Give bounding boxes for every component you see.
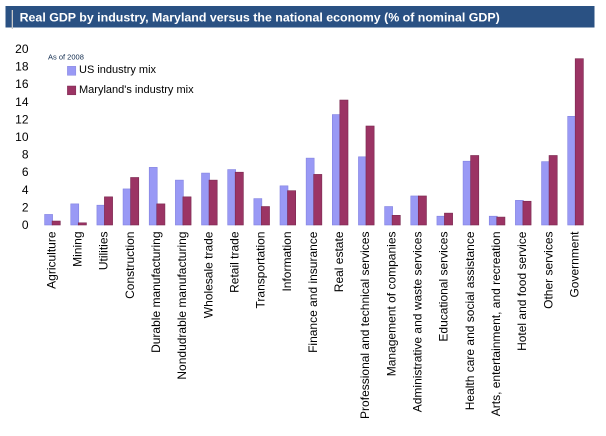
- svg-text:8: 8: [22, 148, 29, 162]
- svg-text:As of 2008: As of 2008: [48, 53, 84, 62]
- svg-text:Management of companies: Management of companies: [384, 232, 398, 377]
- svg-text:Information: Information: [280, 232, 294, 292]
- svg-text:4: 4: [22, 183, 29, 197]
- svg-text:Professional and technical ser: Professional and technical services: [358, 231, 372, 418]
- svg-text:Finance and insurance: Finance and insurance: [306, 231, 320, 353]
- svg-text:Transportation: Transportation: [254, 232, 268, 309]
- svg-text:18: 18: [15, 60, 29, 74]
- svg-text:20: 20: [15, 42, 29, 56]
- svg-text:Wholesale trade: Wholesale trade: [201, 231, 215, 318]
- svg-text:Maryland's industry mix: Maryland's industry mix: [79, 84, 194, 96]
- svg-text:Educational services: Educational services: [437, 232, 451, 342]
- svg-text:Mining: Mining: [71, 232, 85, 267]
- svg-text:Utilities: Utilities: [97, 232, 111, 271]
- svg-text:2: 2: [22, 200, 29, 214]
- svg-text:Other services: Other services: [541, 232, 555, 309]
- svg-text:US industry mix: US industry mix: [79, 64, 157, 76]
- svg-text:Administrative and waste servi: Administrative and waste services: [411, 232, 425, 413]
- svg-text:0: 0: [22, 218, 29, 232]
- svg-text:Real estate: Real estate: [332, 231, 346, 292]
- svg-text:Hotel and food service: Hotel and food service: [515, 231, 529, 351]
- svg-text:Health care and social assista: Health care and social assistance: [463, 231, 477, 410]
- svg-text:Retail trade: Retail trade: [227, 231, 241, 293]
- svg-text:Agriculture: Agriculture: [44, 231, 58, 289]
- svg-text:Arts, entertainment, and recre: Arts, entertainment, and recreation: [489, 232, 503, 417]
- svg-text:Real GDP by industry, Maryland: Real GDP by industry, Maryland versus th…: [20, 10, 500, 24]
- svg-text:16: 16: [15, 77, 29, 91]
- svg-text:12: 12: [15, 112, 29, 126]
- svg-text:Government: Government: [567, 231, 581, 298]
- svg-text:Construction: Construction: [123, 232, 137, 299]
- svg-text:Nondudrable manufacturing: Nondudrable manufacturing: [175, 232, 189, 380]
- svg-text:Durable manufacturing: Durable manufacturing: [149, 232, 163, 353]
- svg-text:14: 14: [15, 95, 29, 109]
- svg-text:10: 10: [15, 130, 29, 144]
- svg-text:6: 6: [22, 165, 29, 179]
